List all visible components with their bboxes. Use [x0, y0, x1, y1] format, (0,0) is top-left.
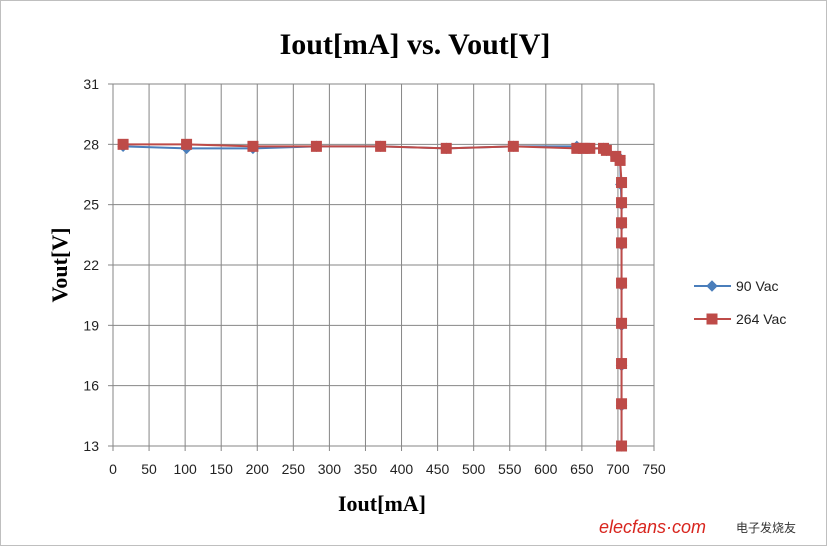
legend-marker: [706, 313, 718, 325]
legend-label: 90 Vac: [736, 278, 779, 294]
y-tick-label: 22: [83, 257, 99, 273]
y-tick-label: 16: [83, 378, 99, 394]
x-axis-title: Iout[mA]: [338, 491, 426, 516]
legend-label: 264 Vac: [736, 311, 786, 327]
data-point: [247, 140, 259, 152]
legend-marker: [706, 280, 718, 292]
data-point: [375, 140, 387, 152]
x-tick-label: 350: [354, 461, 378, 477]
x-tick-label: 600: [534, 461, 558, 477]
watermark-brand: elecfans·com: [599, 517, 706, 537]
x-tick-label: 300: [318, 461, 342, 477]
data-point: [616, 277, 628, 289]
y-tick-label: 19: [83, 317, 99, 333]
x-tick-label: 450: [426, 461, 450, 477]
y-tick-label: 28: [83, 136, 99, 152]
x-tick-label: 0: [109, 461, 117, 477]
data-point: [614, 154, 626, 166]
series-2: [117, 138, 628, 452]
x-tick-label: 500: [462, 461, 486, 477]
data-point: [616, 398, 628, 410]
data-point: [310, 140, 322, 152]
data-point: [117, 138, 129, 150]
watermark: elecfans·com 电子发烧友: [599, 517, 796, 537]
x-tick-label: 250: [282, 461, 306, 477]
data-point: [616, 440, 628, 452]
y-tick-label: 13: [83, 438, 99, 454]
data-point: [616, 358, 628, 370]
watermark-cn: 电子发烧友: [736, 520, 796, 535]
x-tick-label: 400: [390, 461, 414, 477]
data-point: [616, 177, 628, 189]
legend: 90 Vac 264 Vac: [694, 278, 786, 327]
x-tick-label: 200: [246, 461, 270, 477]
y-tick-label: 25: [83, 197, 99, 213]
x-tick-label: 50: [141, 461, 157, 477]
data-point: [584, 142, 596, 154]
y-axis-title: Vout[V]: [47, 228, 72, 303]
plot-area: 0 50 100 150 200 250 300 350 400 450 500 550 600 650 7…: [83, 76, 665, 477]
x-tick-label: 100: [173, 461, 197, 477]
data-point: [616, 197, 628, 209]
data-point: [181, 138, 193, 150]
x-tick-label: 750: [642, 461, 666, 477]
data-point: [507, 140, 519, 152]
data-point: [616, 237, 628, 249]
data-point: [616, 217, 628, 229]
chart-title: Iout[mA] vs. Vout[V]: [280, 28, 551, 61]
x-tick-label: 550: [498, 461, 522, 477]
x-tick-label: 700: [606, 461, 630, 477]
data-point: [600, 144, 612, 156]
y-tick-label: 31: [83, 76, 99, 92]
x-tick-label: 650: [570, 461, 594, 477]
data-point: [440, 142, 452, 154]
x-tick-label: 150: [210, 461, 234, 477]
data-point: [616, 317, 628, 329]
